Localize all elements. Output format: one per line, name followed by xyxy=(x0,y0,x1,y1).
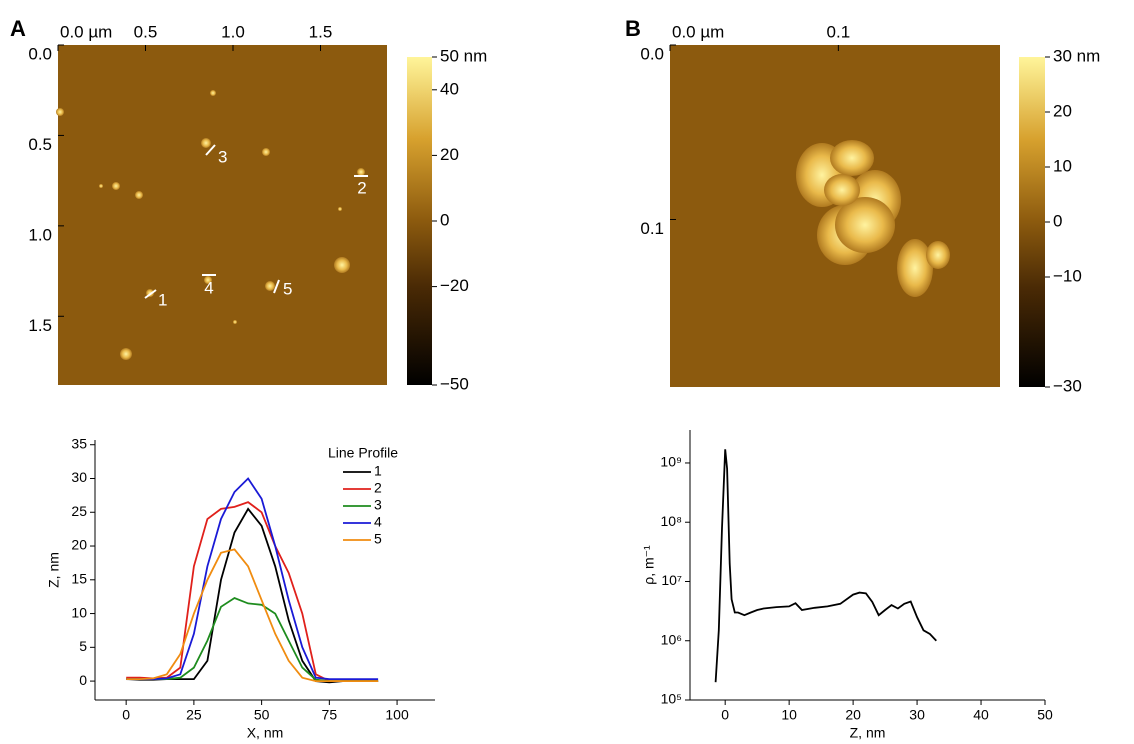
y-tick-label: 0.1 xyxy=(640,219,664,238)
colorbar xyxy=(1019,57,1045,387)
colorbar-tick-label: −30 xyxy=(1053,376,1082,395)
particles xyxy=(796,140,950,297)
x-tick-label: 50 xyxy=(254,707,270,723)
colorbar-tick-label: 20 xyxy=(1053,101,1072,120)
y-tick-label: 30 xyxy=(71,469,87,485)
y-tick-label: 20 xyxy=(71,537,87,553)
data-line xyxy=(126,596,379,682)
profile-label: 2 xyxy=(357,178,366,197)
x-tick-label: 0 xyxy=(122,707,130,723)
y-tick-label: 1.5 xyxy=(28,316,52,335)
data-line xyxy=(714,449,937,683)
x-tick-label: 30 xyxy=(909,707,925,723)
x-tick-label: 100 xyxy=(385,707,409,723)
y-tick-label: 10⁹ xyxy=(660,454,682,470)
y-tick-label: 10⁷ xyxy=(661,572,682,588)
legend-label: 3 xyxy=(374,497,382,513)
data-line xyxy=(126,548,379,682)
y-tick-label: 10⁸ xyxy=(661,513,683,529)
y-axis-label: Z, nm xyxy=(46,552,62,588)
colorbar xyxy=(407,57,432,385)
y-tick-label: 0 xyxy=(79,672,87,688)
y-tick-label: 15 xyxy=(71,570,87,586)
x-tick-label: 0.1 xyxy=(827,22,851,41)
colorbar-tick-label: 0 xyxy=(1053,211,1062,230)
colorbar-tick-label: −50 xyxy=(440,374,469,393)
y-tick-label: 5 xyxy=(79,638,87,654)
afm-image: 1 2 3 4 5 xyxy=(56,45,387,385)
x-tick-label: 0.0 µm xyxy=(60,22,112,41)
data-line xyxy=(126,501,379,682)
x-tick-label: 20 xyxy=(845,707,861,723)
y-tick-label: 25 xyxy=(71,503,87,519)
colorbar-tick-label: 30 nm xyxy=(1053,46,1100,65)
legend-label: 5 xyxy=(374,531,382,547)
x-tick-label: 0.5 xyxy=(134,22,158,41)
x-axis-label: X, nm xyxy=(247,725,284,741)
plot: 0 10 20 30 40 50 10⁵ 10⁶ 10⁷ 10⁸ 10⁹ Z, nm ρ, m⁻¹ xyxy=(641,430,1053,741)
y-tick-label: 1.0 xyxy=(28,225,52,244)
colorbar-tick-label: 40 xyxy=(440,79,459,98)
y-tick-label: 10⁵ xyxy=(661,691,682,707)
profile-label: 5 xyxy=(283,279,292,298)
x-tick-label: 1.5 xyxy=(309,22,333,41)
particles xyxy=(56,90,365,360)
profile-label: 1 xyxy=(158,290,167,309)
colorbar-tick-label: 0 xyxy=(440,210,449,229)
x-tick-label: 50 xyxy=(1037,707,1053,723)
panel-label: B xyxy=(625,16,641,41)
colorbar-tick-label: 20 xyxy=(440,145,459,164)
colorbar-tick-label: −20 xyxy=(440,276,469,295)
y-tick-label: 10⁶ xyxy=(661,631,682,647)
profile-lines xyxy=(144,144,368,299)
x-tick-label: 40 xyxy=(973,707,989,723)
y-tick-label: 10 xyxy=(71,604,87,620)
profile-label: 4 xyxy=(204,278,213,297)
x-tick-label: 1.0 xyxy=(221,22,245,41)
profile-label: 3 xyxy=(218,147,227,166)
colorbar-tick-label: −10 xyxy=(1053,266,1082,285)
y-axis-label: ρ, m⁻¹ xyxy=(641,545,657,585)
x-tick-label: 0.0 µm xyxy=(672,22,724,41)
x-axis-label: Z, nm xyxy=(850,725,886,741)
legend-label: 4 xyxy=(374,514,382,530)
data-line xyxy=(126,507,379,684)
y-tick-label: 35 xyxy=(71,435,87,451)
data-line xyxy=(126,477,379,680)
x-tick-label: 25 xyxy=(186,707,202,723)
image-background xyxy=(58,45,387,385)
panel-label: A xyxy=(10,16,26,41)
y-tick-label: 0.0 xyxy=(28,44,52,63)
y-tick-label: 0.0 xyxy=(640,44,664,63)
x-tick-label: 75 xyxy=(322,707,338,723)
x-tick-label: 0 xyxy=(721,707,729,723)
legend-title: Line Profile xyxy=(328,445,398,461)
y-tick-label: 0.5 xyxy=(28,135,52,154)
legend-label: 1 xyxy=(374,463,382,479)
afm-image xyxy=(670,45,1000,387)
colorbar-tick-label: 50 nm xyxy=(440,46,487,65)
x-tick-label: 10 xyxy=(781,707,797,723)
legend-label: 2 xyxy=(374,480,382,496)
colorbar-tick-label: 10 xyxy=(1053,156,1072,175)
